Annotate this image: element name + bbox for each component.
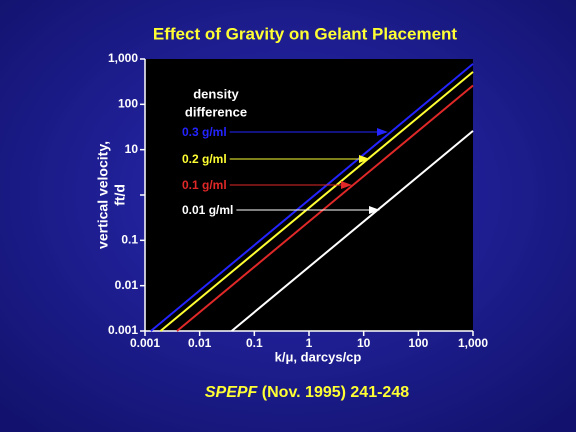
legend-label: 0.1 g/ml [182,178,227,192]
legend-label: 0.3 g/ml [182,125,227,139]
y-tick-label: 0.1 [121,233,138,247]
x-axis-label: k/μ, darcys/cp [275,349,362,364]
y-axis-label-line: vertical velocity, [95,141,111,249]
y-axis-label-line: ft/d [112,184,128,206]
plot-area [145,59,473,331]
y-axis-label: vertical velocity, ft/d [95,141,128,249]
x-tick-label: 1 [306,336,313,350]
x-tick-label: 0.001 [130,336,160,350]
series-line [176,84,474,332]
legend-label: 0.2 g/ml [182,152,227,166]
series-line [150,63,474,332]
citation-detail: (Nov. 1995) 241-248 [262,384,409,401]
y-tick-label: 100 [118,97,138,111]
legend-arrowhead [341,181,352,189]
legend-arrowhead [369,206,380,214]
y-tick-label: 0.001 [108,323,138,337]
x-tick-label: 0.01 [188,336,212,350]
x-tick-label: 1,000 [458,336,488,350]
legend-title: difference [185,104,247,119]
legend-label: 0.01 g/ml [182,203,233,217]
x-tick-label: 10 [357,336,371,350]
y-tick-label: 10 [125,142,139,156]
legend-arrowhead [377,128,388,136]
x-tick-label: 100 [408,336,428,350]
legend-title: density [193,86,239,101]
series-line [231,130,474,332]
y-tick-label: 1,000 [108,51,138,65]
citation-journal: SPEPF [205,384,259,401]
y-tick-label: 0.01 [115,278,139,292]
chart-title: Effect of Gravity on Gelant Placement [153,24,458,43]
legend-arrowhead [359,155,370,163]
x-tick-label: 0.1 [246,336,263,350]
citation: SPEPF (Nov. 1995) 241-248 [205,384,409,401]
series-line [159,71,474,332]
